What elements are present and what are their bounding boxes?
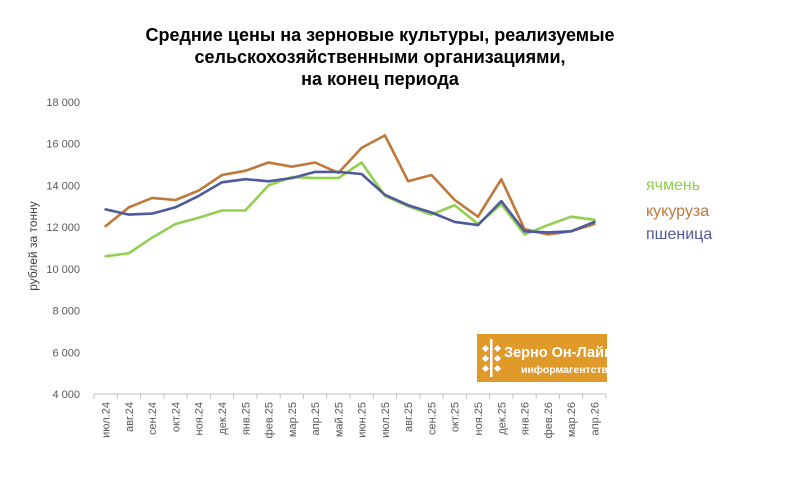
logo-subtitle-text: информагентство: [521, 364, 614, 376]
chart-title-line: сельскохозяйственными организациями,: [194, 47, 566, 67]
y-tick-label: 16 000: [46, 139, 80, 151]
x-tick-label: июл.25: [380, 402, 392, 438]
y-axis: 4 000 6 000 8 000 10 000 12 000 14 000 16 000 1…: [46, 97, 80, 401]
wheat-icon: [481, 339, 502, 377]
x-tick-label: май.25: [333, 402, 345, 437]
x-tick-label: июн.25: [357, 402, 369, 438]
y-tick-label: 18 000: [46, 97, 80, 109]
wheat-line: [104, 170, 596, 234]
series-lines: [104, 134, 596, 258]
corn-line: [104, 134, 596, 236]
x-tick-label: дек.24: [217, 402, 229, 435]
barley-line: [104, 161, 596, 258]
y-axis-label: рублей за тонну: [26, 201, 40, 291]
chart-title-line: Средние цены на зерновые культуры, реали…: [145, 25, 615, 45]
zerno-online-logo: Зерно Он-Лайн информагентство: [477, 334, 614, 382]
x-tick-label: фев.26: [543, 402, 555, 438]
y-tick-label: 10 000: [46, 264, 80, 276]
chart-title-line: на конец периода: [301, 69, 459, 89]
x-tick-label: янв.26: [520, 402, 532, 435]
x-tick-label: июл.24: [101, 402, 113, 438]
x-tick-label: авг.25: [403, 402, 415, 432]
x-tick-label: дек.25: [496, 402, 508, 435]
y-tick-label: 6 000: [52, 347, 80, 359]
y-tick-label: 8 000: [52, 306, 80, 318]
x-tick-label: мар.26: [566, 402, 578, 437]
y-tick-label: 14 000: [46, 180, 80, 192]
x-axis: июл.24 авг.24 сен.24 окт.24 ноя.24 дек.24 янв.…: [93, 393, 607, 438]
logo-name-text: Зерно Он-Лайн: [504, 345, 613, 361]
chart-title: Средние цены на зерновые культуры, реали…: [60, 24, 700, 90]
legend-item-barley: ячмень: [646, 177, 701, 194]
x-tick-label: сен.24: [147, 402, 159, 435]
x-tick-label: авг.24: [124, 402, 136, 432]
x-tick-label: окт.25: [450, 402, 462, 432]
x-tick-label: сен.25: [426, 402, 438, 435]
x-tick-label: фев.25: [264, 402, 276, 438]
legend-item-wheat: пшеница: [646, 226, 713, 243]
x-tick-label: ноя.25: [473, 402, 485, 435]
y-tick-label: 12 000: [46, 222, 80, 234]
x-tick-label: янв.25: [240, 402, 252, 435]
x-tick-label: апр.25: [310, 402, 322, 435]
x-tick-label: апр.26: [589, 402, 601, 435]
x-tick-label: мар.25: [287, 402, 299, 437]
x-tick-label: окт.24: [170, 402, 182, 432]
x-tick-label: ноя.24: [194, 402, 206, 435]
y-tick-label: 4 000: [52, 389, 80, 401]
legend-item-corn: кукуруза: [646, 203, 710, 220]
